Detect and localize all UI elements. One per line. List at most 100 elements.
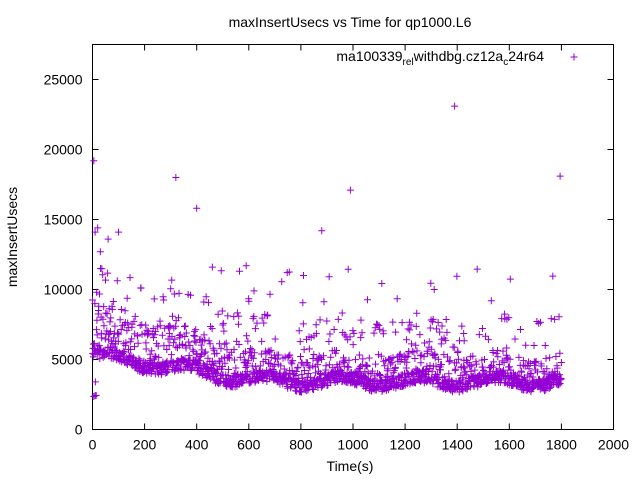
data-point [300, 367, 308, 375]
data-point [379, 330, 387, 338]
data-point [332, 346, 340, 354]
data-point [100, 322, 108, 330]
data-point [421, 339, 429, 347]
data-point [232, 364, 240, 372]
x-tick-label: 600 [237, 437, 261, 453]
data-point [258, 337, 266, 345]
data-point [200, 331, 208, 339]
data-point [434, 318, 442, 326]
data-point [206, 340, 214, 348]
data-point [515, 372, 523, 380]
data-point [375, 321, 383, 329]
data-point [398, 319, 406, 327]
data-point [168, 276, 176, 284]
data-point [286, 351, 294, 359]
data-point [181, 333, 189, 341]
data-point [204, 354, 212, 362]
data-point [458, 322, 466, 330]
data-point [537, 318, 545, 326]
data-point [378, 280, 386, 288]
data-point [462, 371, 470, 379]
data-point [325, 273, 333, 281]
data-point [386, 360, 394, 368]
data-point [96, 248, 104, 256]
data-point [408, 340, 416, 348]
data-point [427, 279, 435, 287]
data-point [138, 330, 146, 338]
x-tick-label: 800 [289, 437, 313, 453]
data-point [89, 296, 96, 304]
data-point [128, 335, 136, 343]
data-point [310, 385, 318, 393]
data-point [250, 287, 258, 295]
data-point [235, 340, 243, 348]
data-point [453, 359, 461, 367]
data-point [412, 365, 420, 373]
data-point [388, 359, 396, 367]
data-point [426, 324, 434, 332]
x-tick-label: 2000 [598, 437, 629, 453]
data-point [533, 368, 541, 376]
data-point [158, 331, 166, 339]
data-point [205, 337, 213, 345]
data-point [506, 355, 514, 363]
data-point [516, 325, 524, 333]
legend-text-part: ma100339 [336, 48, 402, 64]
data-point [94, 342, 102, 350]
data-point [381, 362, 389, 370]
data-point [357, 316, 365, 324]
data-point [343, 363, 351, 371]
data-point [113, 277, 121, 285]
data-point [552, 373, 560, 381]
data-point [273, 355, 281, 363]
data-point [344, 265, 352, 273]
data-point [429, 315, 437, 323]
legend: ma100339relwithdbg.cz12ac24r64 [336, 48, 578, 68]
data-point [104, 235, 112, 243]
data-point [217, 344, 225, 352]
data-point [142, 339, 150, 347]
data-point [312, 330, 320, 338]
data-point [475, 331, 483, 339]
data-point [526, 360, 534, 368]
data-point [416, 352, 424, 360]
data-point [430, 286, 438, 294]
data-point [323, 317, 331, 325]
data-point [312, 369, 320, 377]
data-point [220, 327, 228, 335]
data-point [531, 362, 539, 370]
x-tick-label: 200 [133, 437, 157, 453]
data-point [210, 346, 218, 354]
data-point [436, 328, 444, 336]
data-point [298, 388, 306, 396]
data-point [363, 296, 371, 304]
data-point [428, 367, 436, 375]
data-point [533, 318, 541, 326]
data-point [219, 321, 227, 329]
data-point [115, 228, 123, 236]
data-point [260, 319, 268, 327]
data-point [292, 368, 300, 376]
data-point [134, 339, 142, 347]
data-point [300, 346, 308, 354]
data-point [202, 348, 210, 356]
data-point [182, 329, 190, 337]
data-point [319, 352, 327, 360]
data-point [93, 331, 101, 339]
data-point [245, 297, 253, 305]
data-point [492, 349, 500, 357]
data-point [159, 293, 167, 301]
data-point [389, 374, 397, 382]
data-point [160, 296, 168, 304]
x-tick-label: 0 [89, 437, 97, 453]
data-point [219, 319, 227, 327]
data-point [93, 316, 101, 324]
data-point [190, 331, 198, 339]
data-point [98, 265, 106, 273]
data-point [377, 352, 385, 360]
x-tick-label: 1800 [546, 437, 577, 453]
data-point [402, 364, 410, 372]
data-point [152, 327, 160, 335]
